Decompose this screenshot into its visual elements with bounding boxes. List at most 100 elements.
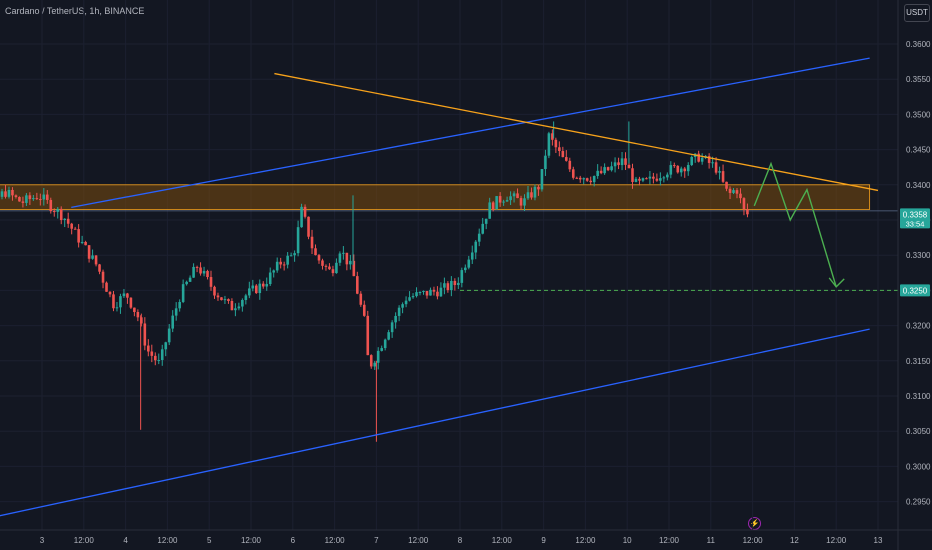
candle-body bbox=[568, 160, 572, 170]
candle-body bbox=[150, 351, 154, 356]
candle-body bbox=[495, 196, 498, 210]
x-tick-label: 12:00 bbox=[325, 536, 346, 545]
candle-body bbox=[133, 307, 136, 313]
candle-body bbox=[735, 190, 739, 194]
candle-body bbox=[335, 262, 338, 274]
candle-body bbox=[394, 315, 397, 323]
candle-body bbox=[401, 304, 404, 308]
x-tick-label: 12:00 bbox=[241, 536, 262, 545]
candle-body bbox=[345, 252, 349, 265]
candle-body bbox=[126, 293, 129, 298]
x-tick-label: 3 bbox=[40, 536, 45, 545]
candle-body bbox=[91, 255, 94, 259]
candle-body bbox=[422, 290, 425, 292]
candle-body bbox=[244, 295, 248, 301]
candle-body bbox=[592, 176, 596, 183]
candle-body bbox=[457, 282, 460, 286]
candle-body bbox=[157, 359, 161, 361]
candle-body bbox=[366, 315, 370, 356]
x-tick-label: 7 bbox=[374, 536, 379, 545]
candle-body bbox=[582, 178, 586, 180]
candle-body bbox=[404, 300, 408, 305]
candle-body bbox=[300, 206, 303, 228]
candle-body bbox=[453, 280, 457, 286]
x-tick-label: 12:00 bbox=[74, 536, 95, 545]
candle-body bbox=[18, 196, 21, 202]
candle-body bbox=[4, 191, 7, 197]
candle-body bbox=[223, 299, 227, 301]
candle-body bbox=[143, 323, 147, 346]
candle-body bbox=[178, 301, 181, 309]
candle-body bbox=[648, 176, 652, 179]
x-tick-label: 4 bbox=[123, 536, 128, 545]
candle-body bbox=[59, 208, 63, 221]
grid bbox=[0, 0, 898, 530]
candle-body bbox=[746, 209, 749, 215]
x-tick-label: 6 bbox=[291, 536, 296, 545]
y-tick-label: 0.3050 bbox=[906, 427, 931, 436]
candle-body bbox=[160, 349, 164, 360]
y-tick-label: 0.3200 bbox=[906, 322, 931, 331]
candle-body bbox=[498, 196, 502, 203]
candle-body bbox=[470, 252, 474, 260]
candle-body bbox=[526, 192, 530, 199]
candle-body bbox=[683, 168, 687, 172]
drawing-lines bbox=[0, 57, 898, 517]
candle-body bbox=[136, 312, 140, 318]
candle-body bbox=[484, 218, 488, 224]
candle-body bbox=[349, 260, 352, 265]
candle-body bbox=[248, 288, 251, 296]
candle-body bbox=[645, 178, 648, 180]
candle-body bbox=[463, 267, 467, 271]
candle-body bbox=[174, 308, 178, 316]
candle-body bbox=[697, 153, 700, 162]
y-tick-label: 0.3500 bbox=[906, 110, 931, 119]
candle-body bbox=[80, 241, 84, 243]
candle-body bbox=[209, 277, 213, 287]
candle-body bbox=[362, 304, 366, 316]
candle-body bbox=[272, 270, 276, 273]
candle-body bbox=[397, 307, 401, 316]
candle-body bbox=[49, 199, 53, 212]
candle-body bbox=[153, 355, 157, 361]
candle-body bbox=[373, 362, 377, 367]
x-tick-label: 11 bbox=[707, 536, 716, 545]
y-tick-label: 0.3450 bbox=[906, 146, 931, 155]
candle-body bbox=[446, 283, 450, 291]
candle-body bbox=[216, 295, 220, 298]
candle-body bbox=[589, 180, 592, 183]
candle-body bbox=[237, 306, 241, 309]
candle-body bbox=[32, 198, 35, 200]
candle-body bbox=[638, 178, 641, 181]
candle-body bbox=[101, 271, 105, 283]
candle-body bbox=[164, 342, 168, 350]
candle-body bbox=[307, 216, 310, 237]
candle-body bbox=[467, 259, 471, 268]
support-resistance-zone bbox=[0, 184, 898, 212]
candle-body bbox=[537, 186, 540, 190]
candle-body bbox=[112, 294, 115, 309]
candle-body bbox=[14, 195, 18, 197]
candle-body bbox=[554, 139, 558, 148]
candle-body bbox=[558, 147, 561, 152]
supply-zone bbox=[0, 184, 871, 210]
candle-body bbox=[512, 193, 516, 197]
candle-body bbox=[369, 355, 373, 367]
candle-body bbox=[227, 299, 230, 301]
candle-body bbox=[725, 181, 728, 189]
candle-body bbox=[35, 198, 39, 200]
projection-arrowhead bbox=[828, 277, 845, 288]
candle-body bbox=[676, 165, 680, 173]
last-price-label-bg bbox=[900, 208, 930, 229]
candle-body bbox=[561, 151, 565, 158]
chart-title: Cardano / TetherUS, 1h, BINANCE bbox=[5, 6, 145, 16]
candle-body bbox=[516, 193, 519, 199]
candle-body bbox=[418, 291, 422, 293]
candle-body bbox=[439, 287, 443, 297]
candle-body bbox=[234, 308, 237, 311]
candle-body bbox=[0, 191, 4, 197]
x-tick-label: 12:00 bbox=[492, 536, 513, 545]
currency-toggle-button[interactable]: USDT bbox=[904, 4, 930, 22]
candle-body bbox=[603, 167, 606, 174]
